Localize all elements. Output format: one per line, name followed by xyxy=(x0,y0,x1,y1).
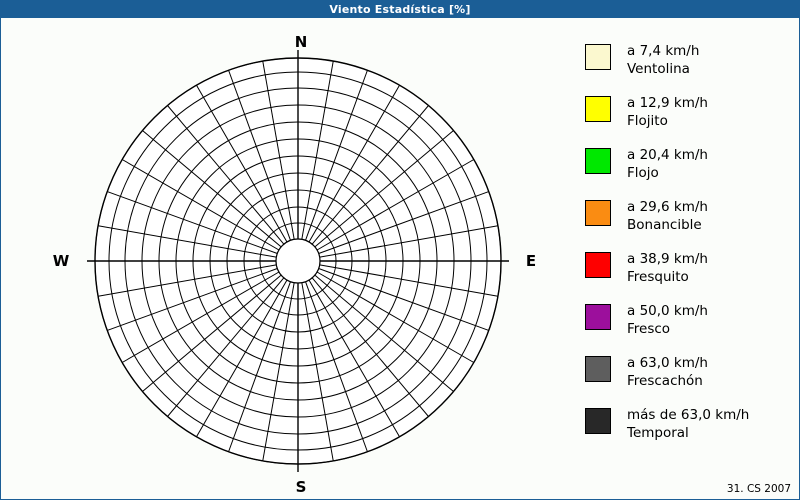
legend-category-label: Bonancible xyxy=(627,216,702,233)
legend-speed-label: a 7,4 km/h xyxy=(627,43,700,59)
legend-category-label: Fresquito xyxy=(627,268,689,285)
legend-color-swatch xyxy=(585,408,611,434)
legend: a 7,4 km/h Ventolina a 12,9 km/h Flojito a 2… xyxy=(585,43,795,459)
legend-item: a 20,4 km/h Flojo xyxy=(585,147,795,193)
legend-label: más de 63,0 km/h Temporal xyxy=(627,407,749,442)
legend-category-label: Flojo xyxy=(627,164,659,181)
legend-speed-label: a 38,9 km/h xyxy=(627,251,708,267)
legend-label: a 12,9 km/h Flojito xyxy=(627,95,708,130)
legend-label: a 29,6 km/h Bonancible xyxy=(627,199,708,234)
legend-item: a 29,6 km/h Bonancible xyxy=(585,199,795,245)
legend-item: a 7,4 km/h Ventolina xyxy=(585,43,795,89)
legend-category-label: Flojito xyxy=(627,112,668,129)
legend-color-swatch xyxy=(585,96,611,122)
legend-speed-label: a 50,0 km/h xyxy=(627,303,708,319)
page-title: Viento Estadística [%] xyxy=(329,3,471,16)
legend-color-swatch xyxy=(585,44,611,70)
legend-category-label: Fresco xyxy=(627,320,671,337)
legend-label: a 38,9 km/h Fresquito xyxy=(627,251,708,286)
window-title-bar: Viento Estadística [%] xyxy=(1,1,799,18)
legend-item: más de 63,0 km/h Temporal xyxy=(585,407,795,453)
legend-category-label: Temporal xyxy=(627,424,689,441)
compass-label-west: W xyxy=(52,252,70,270)
legend-speed-label: más de 63,0 km/h xyxy=(627,407,750,423)
legend-label: a 7,4 km/h Ventolina xyxy=(627,43,699,78)
legend-speed-label: a 12,9 km/h xyxy=(627,95,708,111)
wind-rose-plot-area: N S W E xyxy=(1,18,576,499)
legend-speed-label: a 29,6 km/h xyxy=(627,199,708,215)
wind-rose-chart xyxy=(87,50,509,472)
legend-color-swatch xyxy=(585,148,611,174)
legend-item: a 12,9 km/h Flojito xyxy=(585,95,795,141)
compass-label-south: S xyxy=(295,478,307,496)
legend-color-swatch xyxy=(585,304,611,330)
legend-color-swatch xyxy=(585,200,611,226)
legend-item: a 63,0 km/h Frescachón xyxy=(585,355,795,401)
legend-label: a 20,4 km/h Flojo xyxy=(627,147,708,182)
legend-color-swatch xyxy=(585,252,611,278)
legend-label: a 50,0 km/h Fresco xyxy=(627,303,708,338)
compass-label-east: E xyxy=(525,252,537,270)
footer-credit: 31. CS 2007 xyxy=(726,483,791,495)
legend-speed-label: a 20,4 km/h xyxy=(627,147,708,163)
legend-item: a 50,0 km/h Fresco xyxy=(585,303,795,349)
legend-color-swatch xyxy=(585,356,611,382)
legend-label: a 63,0 km/h Frescachón xyxy=(627,355,708,390)
compass-label-north: N xyxy=(294,33,308,51)
legend-category-label: Frescachón xyxy=(627,372,703,389)
legend-category-label: Ventolina xyxy=(627,60,690,77)
legend-speed-label: a 63,0 km/h xyxy=(627,355,708,371)
legend-item: a 38,9 km/h Fresquito xyxy=(585,251,795,297)
